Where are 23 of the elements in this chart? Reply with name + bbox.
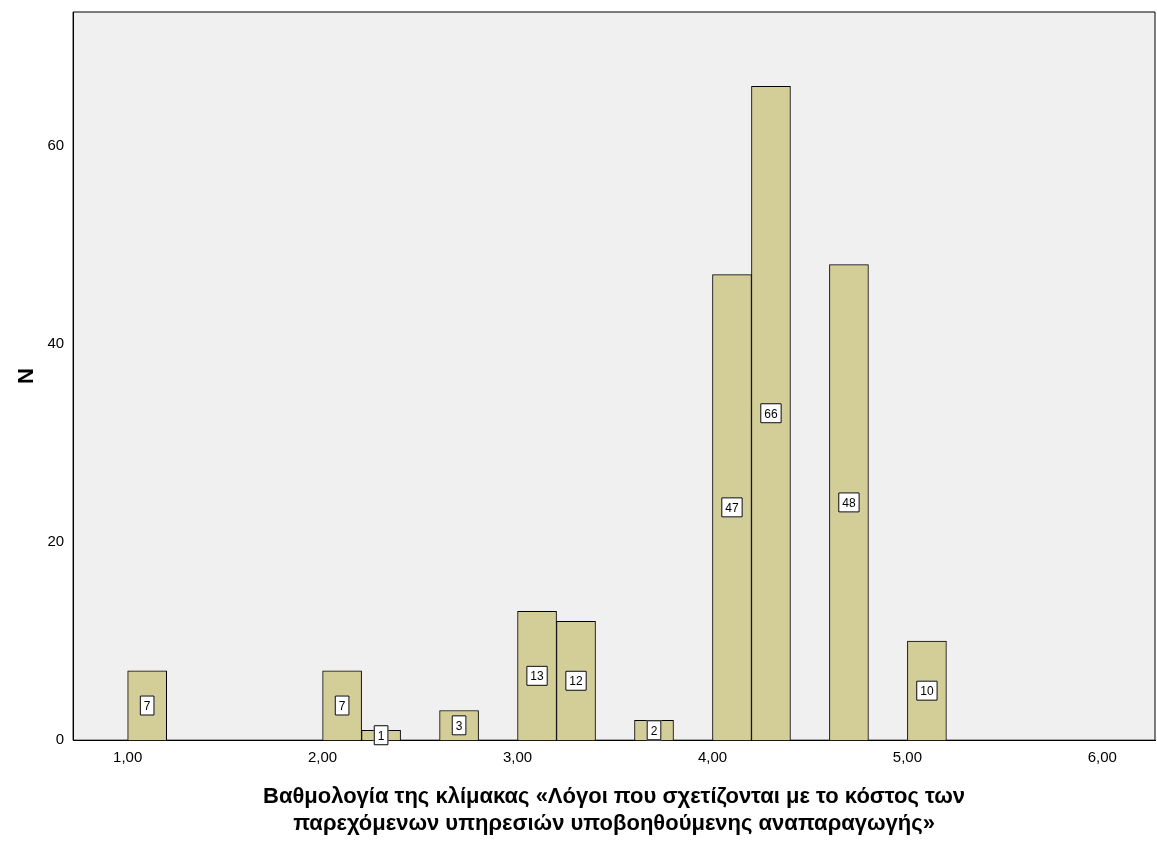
data-label: 3	[455, 718, 463, 733]
data-label: 66	[764, 406, 778, 421]
data-label: 13	[530, 669, 545, 684]
data-label: 48	[842, 495, 856, 510]
data-label: 1	[377, 728, 385, 743]
x-tick-label: 5,00	[892, 748, 923, 766]
x-tick-label: 2,00	[308, 748, 338, 766]
y-tick-label: 60	[47, 135, 65, 153]
x-tick-label: 1,00	[113, 748, 143, 766]
x-tick-label: 6,00	[1087, 748, 1117, 766]
data-label: 10	[920, 683, 934, 698]
data-label: 2	[650, 723, 658, 738]
x-axis-title: Βαθμολογία της κλίμακας «Λόγοι που σχετίζονται με το κόστος των παρεχόμενων υπηρεσιών υποβοηθούμενης αναπαραγωγής»	[263, 783, 966, 835]
data-label: 7	[338, 698, 346, 713]
y-tick-label: 0	[55, 730, 65, 748]
data-label: 7	[143, 698, 151, 713]
y-tick-label: 20	[47, 532, 65, 550]
data-label: 47	[725, 500, 739, 515]
data-label: 12	[569, 674, 584, 689]
x-tick-label: 3,00	[502, 748, 533, 766]
y-axis-title: N	[13, 368, 39, 385]
y-tick-label: 40	[47, 334, 65, 352]
x-tick-label: 4,00	[697, 748, 728, 766]
